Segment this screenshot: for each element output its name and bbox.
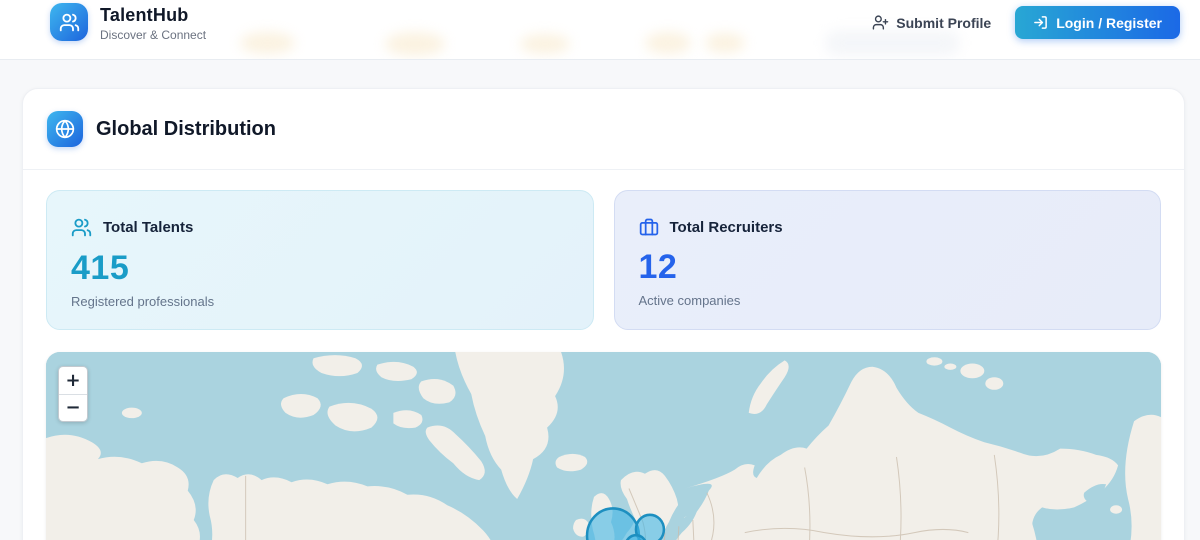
- top-navigation: TalentHub Discover & Connect Submit Prof…: [0, 0, 1200, 60]
- marker-cluster-uk-small[interactable]: [625, 533, 647, 540]
- recruiters-label: Total Recruiters: [669, 218, 783, 236]
- zoom-out-button[interactable]: −: [59, 394, 87, 421]
- global-distribution-panel: Global Distribution Total Talents 415 Re…: [22, 88, 1185, 540]
- stats-row: Total Talents 415 Registered professiona…: [46, 190, 1161, 330]
- login-icon: [1033, 15, 1048, 30]
- map-borders: [245, 454, 1000, 540]
- panel-header: Global Distribution: [23, 89, 1184, 170]
- talents-label: Total Talents: [103, 219, 194, 236]
- map-land: [46, 352, 1161, 540]
- brand-logo[interactable]: TalentHub Discover & Connect: [50, 3, 206, 42]
- submit-profile-button[interactable]: Submit Profile: [872, 14, 991, 31]
- talents-value: 415: [71, 249, 130, 287]
- submit-profile-label: Submit Profile: [896, 14, 992, 31]
- login-register-button[interactable]: Login / Register: [1015, 6, 1180, 39]
- recruiters-value: 12: [638, 248, 678, 286]
- marker-cluster-central-eu[interactable]: [634, 513, 666, 540]
- map-inland-water: [660, 464, 1107, 540]
- world-map[interactable]: + −: [46, 352, 1161, 540]
- users-icon: [71, 217, 92, 238]
- total-talents-card: Total Talents 415 Registered professiona…: [46, 190, 594, 330]
- total-recruiters-card: Total Recruiters 12 Active companies: [613, 190, 1161, 330]
- recruiters-description: Active companies: [638, 293, 741, 308]
- section-title: Global Distribution: [96, 117, 276, 140]
- app-logo-icon: [50, 3, 88, 41]
- talents-description: Registered professionals: [71, 294, 215, 309]
- map-zoom-control: + −: [58, 366, 88, 422]
- map-canvas: [46, 352, 1161, 540]
- app-title: TalentHub: [100, 5, 189, 25]
- globe-icon: [47, 111, 83, 147]
- briefcase-icon: [639, 217, 659, 237]
- app-tagline: Discover & Connect: [100, 28, 207, 42]
- login-register-label: Login / Register: [1056, 14, 1162, 31]
- map-markers: [585, 507, 666, 540]
- zoom-in-button[interactable]: +: [59, 367, 87, 394]
- user-plus-icon: [872, 14, 889, 31]
